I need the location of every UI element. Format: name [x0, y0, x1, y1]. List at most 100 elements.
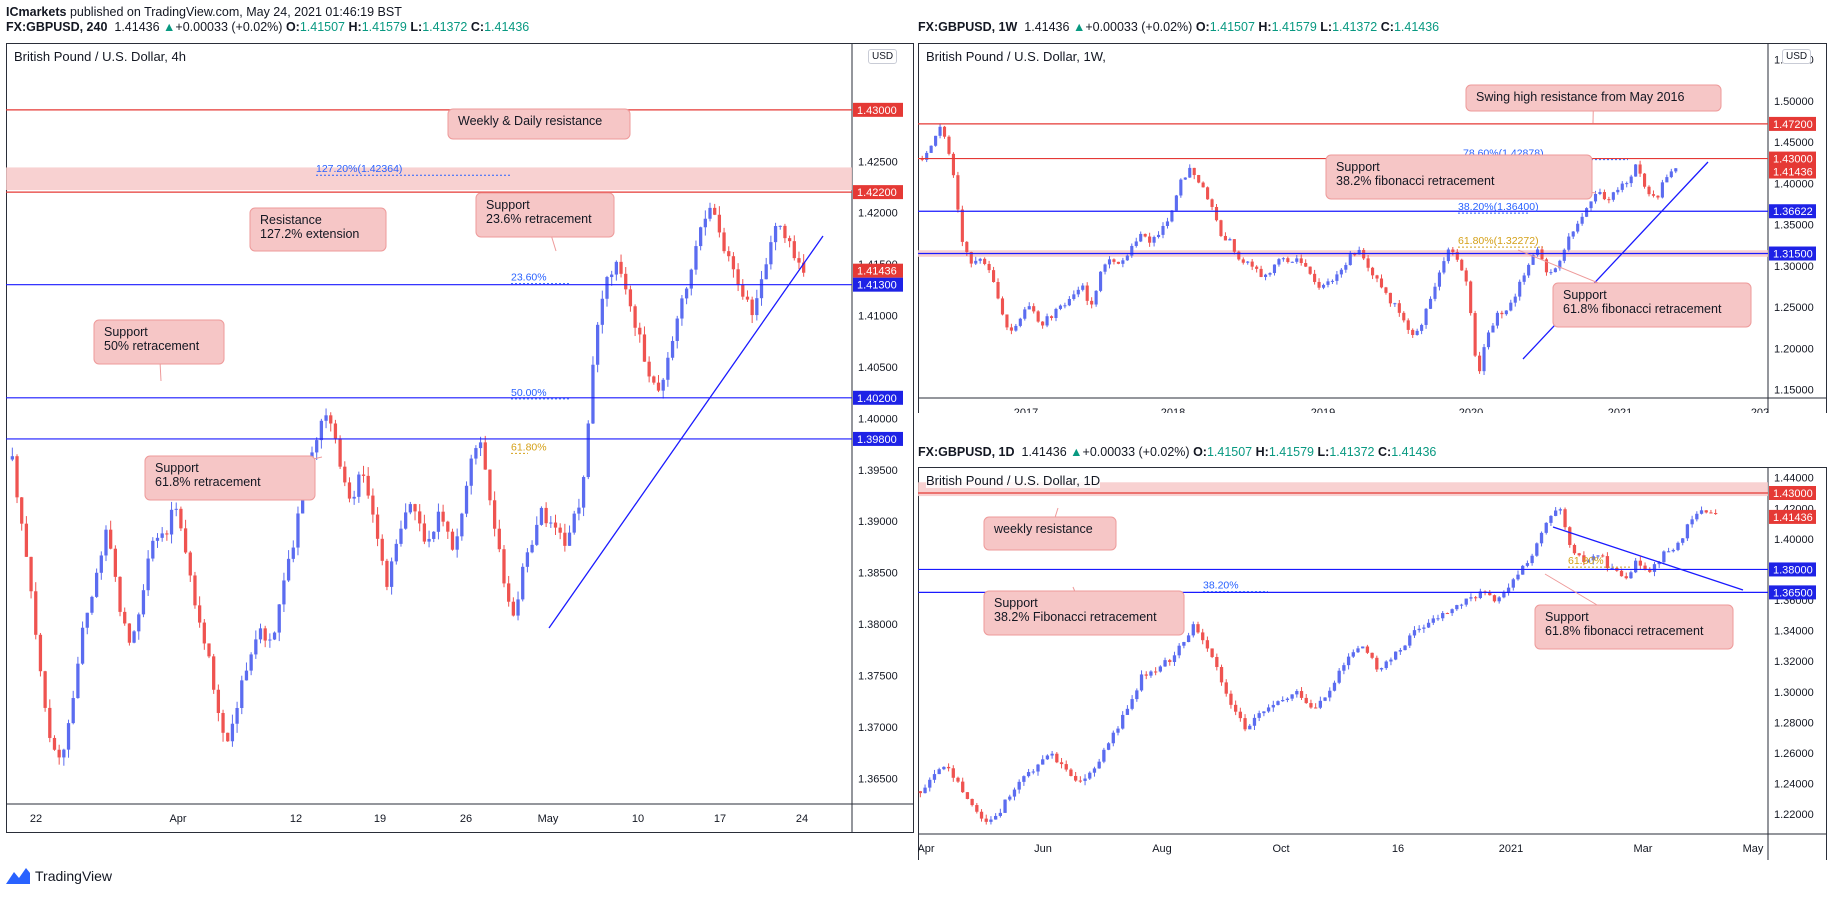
- candle-body: [1143, 233, 1147, 237]
- candle-body: [385, 560, 389, 587]
- candle-body: [1085, 285, 1089, 301]
- candle-body: [1704, 510, 1708, 513]
- symbol-header-h4: FX:GBPUSD, 240 1.41436 ▲+0.00033 (+0.02%…: [6, 20, 529, 34]
- candle-body: [1375, 657, 1379, 670]
- candle-body: [1660, 182, 1664, 198]
- candle-body: [301, 491, 305, 514]
- close-value: 1.41436: [1393, 20, 1440, 34]
- candle-body: [1605, 556, 1610, 569]
- candle-body: [1625, 183, 1629, 185]
- candle-body: [464, 485, 469, 514]
- chart-pane-1d[interactable]: 1.440001.420001.400001.380001.360001.340…: [918, 467, 1827, 860]
- candle-body: [1286, 258, 1290, 262]
- open-label: O:: [285, 20, 300, 34]
- candle-body: [694, 246, 698, 270]
- candle-body: [1482, 347, 1486, 372]
- candle-body: [1191, 624, 1195, 636]
- price-badge: [853, 431, 903, 446]
- time-tick-label: 2019: [1311, 407, 1335, 413]
- candle-body: [15, 456, 19, 498]
- annotation-text: Resistance: [260, 213, 322, 227]
- tradingview-footer[interactable]: TradingView: [6, 868, 112, 884]
- candle-body: [202, 622, 206, 644]
- candle-body: [1248, 725, 1252, 730]
- candle-body: [1388, 292, 1392, 304]
- candle-body: [1469, 281, 1473, 314]
- candle-body: [581, 477, 586, 508]
- candle-body: [1353, 254, 1357, 256]
- candle-body: [1445, 613, 1450, 615]
- candle-body: [1281, 258, 1285, 260]
- candle-body: [1394, 651, 1398, 660]
- chart-1d-svg[interactable]: 1.440001.420001.400001.380001.360001.340…: [918, 467, 1827, 860]
- close-label: C:: [470, 20, 485, 34]
- candle-body: [127, 623, 132, 643]
- candle-body: [979, 811, 984, 819]
- price-tick-label: 1.41000: [858, 311, 898, 323]
- price-tick-label: 1.40500: [858, 362, 898, 374]
- candle-body: [1210, 648, 1214, 657]
- candle-body: [179, 508, 183, 529]
- candle-body: [996, 282, 1000, 299]
- candle-body: [1516, 574, 1520, 580]
- chart-4h-svg[interactable]: 1.425001.420001.415001.410001.405001.400…: [6, 43, 914, 833]
- candle-body: [567, 532, 572, 546]
- candle-body: [375, 514, 380, 539]
- candle-body: [994, 815, 998, 820]
- candle-body: [1518, 281, 1522, 297]
- candle-body: [413, 504, 417, 512]
- candle-body: [319, 420, 324, 441]
- candle-body: [1018, 318, 1022, 326]
- price-badge-label: 1.39800: [857, 434, 897, 446]
- candle-body: [483, 442, 487, 470]
- tradingview-logo-icon: [6, 868, 30, 884]
- candle-body: [235, 708, 239, 724]
- time-tick-label: 2017: [1014, 407, 1038, 413]
- candle-body: [1657, 562, 1661, 565]
- fib-level-label: 38.20%: [1203, 580, 1239, 592]
- candle-body: [1266, 707, 1271, 712]
- candle-body: [137, 614, 141, 632]
- candle-body: [1602, 192, 1606, 200]
- candle-body: [1379, 668, 1384, 670]
- open-value: 1.41507: [1209, 20, 1255, 34]
- candle-body: [638, 327, 642, 335]
- candle-body: [1562, 249, 1566, 261]
- candle-body: [492, 500, 497, 529]
- open-value: 1.41507: [299, 20, 346, 34]
- candle-body: [1504, 310, 1508, 315]
- price-badge-label: 1.42200: [857, 187, 897, 199]
- annotation-text: Support: [1336, 160, 1380, 174]
- candle-body: [1433, 286, 1437, 299]
- price-badge: [853, 390, 903, 405]
- resistance-zone: [6, 167, 852, 191]
- candle-body: [1237, 251, 1241, 260]
- candle-body: [1540, 249, 1544, 260]
- time-tick-label: 17: [714, 813, 726, 825]
- candle-body: [1088, 772, 1092, 779]
- chart-pane-4h[interactable]: 1.425001.420001.415001.410001.405001.400…: [6, 43, 914, 833]
- candle-body: [764, 264, 768, 280]
- annotation-text: 50% retracement: [104, 339, 200, 353]
- candle-body: [595, 324, 600, 365]
- candle-body: [1144, 674, 1148, 676]
- candle-body: [1589, 201, 1593, 209]
- price-tick-label: 1.26000: [1774, 748, 1814, 760]
- candle-body: [1201, 182, 1205, 188]
- time-tick-label: 24: [796, 813, 808, 825]
- candle-body: [1426, 622, 1431, 628]
- high-label: H:: [1258, 20, 1272, 34]
- candle-body: [347, 482, 352, 499]
- candle-body: [1281, 699, 1285, 702]
- candle-body: [975, 805, 979, 812]
- price-badge-label: 1.41300: [857, 280, 897, 292]
- price-badge: [853, 263, 903, 278]
- chart-pane-1w[interactable]: 1.550001.500001.450001.400001.350001.300…: [918, 43, 1827, 413]
- candle-body: [1549, 272, 1553, 274]
- price-tick-label: 1.30000: [1774, 687, 1814, 699]
- annotation-text: 61.8% fibonacci retracement: [1563, 302, 1722, 316]
- candle-body: [258, 628, 263, 640]
- candle-body: [605, 277, 609, 299]
- chart-1w-svg[interactable]: 1.550001.500001.450001.400001.350001.300…: [918, 43, 1827, 413]
- candle-body: [1648, 569, 1652, 572]
